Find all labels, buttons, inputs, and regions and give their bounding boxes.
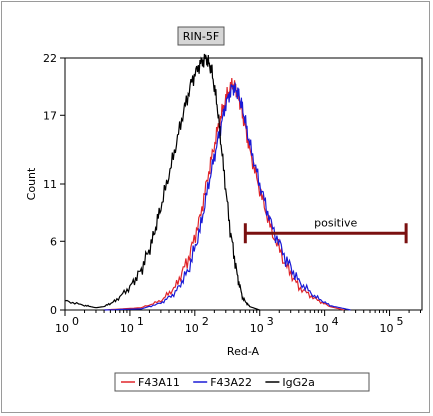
y-tick-label: 11	[43, 178, 57, 191]
legend-items: F43A11 F43A22 IgG2a	[121, 376, 315, 389]
x-tick-label: 10	[250, 322, 264, 335]
y-tick-label: 22	[43, 52, 57, 65]
x-axis-label: Red-A	[227, 345, 260, 358]
gate-layer: positive	[243, 216, 408, 244]
x-tick-exponent: 3	[267, 315, 274, 328]
y-axis-label: Count	[25, 167, 38, 200]
chart-title: RIN-5F	[183, 30, 219, 43]
plot-area	[64, 57, 423, 311]
series-line-f43a22	[104, 82, 351, 311]
legend-label-f43a22: F43A22	[210, 376, 252, 389]
x-tick-exponent: 2	[202, 315, 209, 328]
series-line-igg2a	[64, 53, 260, 311]
legend: F43A11 F43A22 IgG2a	[114, 372, 370, 392]
x-tick-exponent: 1	[137, 315, 144, 328]
x-tick-exponent: 0	[72, 315, 79, 328]
legend-label-f43a11: F43A11	[138, 376, 180, 389]
gate-label: positive	[314, 216, 357, 229]
title-box: RIN-5F	[177, 26, 225, 46]
series-layer	[64, 53, 351, 311]
x-tick-label: 10	[120, 322, 134, 335]
legend-box	[114, 372, 370, 392]
x-tick-label: 10	[315, 322, 329, 335]
y-tick-label: 0	[50, 304, 57, 317]
x-tick-label: 10	[55, 322, 69, 335]
legend-label-igg2a: IgG2a	[282, 376, 315, 389]
x-tick-label: 10	[380, 322, 394, 335]
x-tick-exponent: 4	[332, 315, 339, 328]
y-axis-ticks: 0 6 11 17 22	[43, 52, 65, 317]
y-tick-label: 17	[43, 109, 57, 122]
x-tick-exponent: 5	[397, 315, 404, 328]
x-tick-label: 10	[185, 322, 199, 335]
y-tick-label: 6	[50, 235, 57, 248]
